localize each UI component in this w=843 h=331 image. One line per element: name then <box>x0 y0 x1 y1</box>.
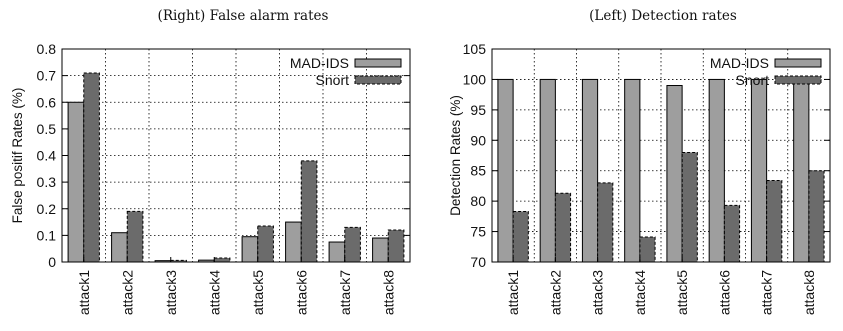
y-tick-label: 70 <box>470 254 486 270</box>
legend-label: MAD-IDS <box>710 55 769 71</box>
chart-false-alarm: (Right) False alarm rates False positif R… <box>10 8 411 315</box>
y-tick-label: 0.8 <box>37 41 57 57</box>
y-tick-label: 0.1 <box>37 227 57 243</box>
legend-label: MAD-IDS <box>290 55 349 71</box>
bar-snort-attack6 <box>723 204 741 263</box>
legend-swatch <box>774 75 822 85</box>
x-tick-label: attack1 <box>505 270 521 315</box>
bar-snort-attack4 <box>639 236 656 263</box>
bar-snort-attack1 <box>512 210 529 263</box>
bar-mad-ids-attack1 <box>497 78 514 263</box>
x-tick-label: attack5 <box>250 270 266 315</box>
legend-label: Snort <box>316 72 350 88</box>
x-tick-label: attack3 <box>590 270 606 315</box>
x-tick-label: attack6 <box>293 270 309 315</box>
y-tick-label: 85 <box>470 163 486 179</box>
legend-label: Snort <box>736 72 770 88</box>
bar-mad-ids-attack1 <box>67 101 85 263</box>
x-tick-label: attack4 <box>206 270 222 315</box>
plot-frame <box>61 48 411 263</box>
x-tick-label: attack8 <box>801 270 817 315</box>
bar-snort-attack7 <box>344 226 361 263</box>
y-tick-label: 80 <box>470 193 486 209</box>
chart-title: (Left) Detection rates <box>589 8 737 24</box>
y-tick-label: 95 <box>470 102 486 118</box>
bar-mad-ids-attack3 <box>581 78 599 263</box>
bar-snort-attack8 <box>808 170 825 263</box>
y-tick-label: 0 <box>48 254 56 270</box>
bar-mad-ids-attack7 <box>328 241 346 263</box>
bar-mad-ids-attack5 <box>241 236 259 263</box>
y-axis-label: False positif Rates (%) <box>10 88 25 224</box>
plot-frame <box>491 48 831 263</box>
bar-snort-attack3 <box>597 182 614 263</box>
x-tick-label: attack7 <box>759 270 775 315</box>
bar-mad-ids-attack5 <box>666 85 683 263</box>
bar-snort-attack8 <box>387 229 405 263</box>
bar-snort-attack1 <box>83 72 100 263</box>
x-tick-label: attack2 <box>547 270 563 315</box>
y-tick-label: 0.3 <box>37 174 57 190</box>
y-tick-label: 0.7 <box>37 68 57 84</box>
bar-snort-attack2 <box>554 192 572 263</box>
y-tick-label: 0.6 <box>37 94 57 110</box>
bar-mad-ids-attack6 <box>708 78 725 263</box>
x-tick-label: attack6 <box>716 270 732 315</box>
y-tick-label: 100 <box>463 71 487 87</box>
x-tick-label: attack3 <box>163 270 179 315</box>
y-tick-label: 0.5 <box>37 121 57 137</box>
bar-snort-attack4 <box>213 257 231 263</box>
x-tick-label: attack4 <box>632 270 648 315</box>
y-axis-label: Detection Rates (%) <box>448 95 463 216</box>
chart-title: (Right) False alarm rates <box>158 8 329 24</box>
bar-snort-attack2 <box>126 210 144 263</box>
bar-snort-attack5 <box>257 225 274 263</box>
bar-mad-ids-attack2 <box>539 78 556 263</box>
chart-detection: (Left) Detection rates Detection Rates (%… <box>448 8 831 315</box>
x-tick-label: attack1 <box>76 270 92 315</box>
bar-snort-attack5 <box>681 151 698 263</box>
y-tick-label: 90 <box>470 132 486 148</box>
bar-mad-ids-attack4 <box>624 78 641 263</box>
bar-snort-attack7 <box>766 179 783 263</box>
legend-swatch <box>774 58 822 68</box>
x-tick-label: attack8 <box>380 270 396 315</box>
y-tick-label: 75 <box>470 224 486 240</box>
y-tick-label: 0.2 <box>37 201 57 217</box>
bar-mad-ids-attack7 <box>750 78 768 263</box>
x-tick-label: attack7 <box>337 270 353 315</box>
x-tick-label: attack2 <box>119 270 135 315</box>
bar-mad-ids-attack6 <box>285 221 302 263</box>
legend-swatch <box>354 58 402 68</box>
legend-swatch <box>354 75 402 85</box>
bar-mad-ids-attack8 <box>372 237 389 263</box>
bar-mad-ids-attack8 <box>793 78 810 263</box>
y-tick-label: 0.4 <box>37 148 57 164</box>
bar-mad-ids-attack2 <box>111 232 128 263</box>
bar-snort-attack6 <box>300 160 318 263</box>
x-tick-label: attack5 <box>674 270 690 315</box>
y-tick-label: 105 <box>463 41 487 57</box>
